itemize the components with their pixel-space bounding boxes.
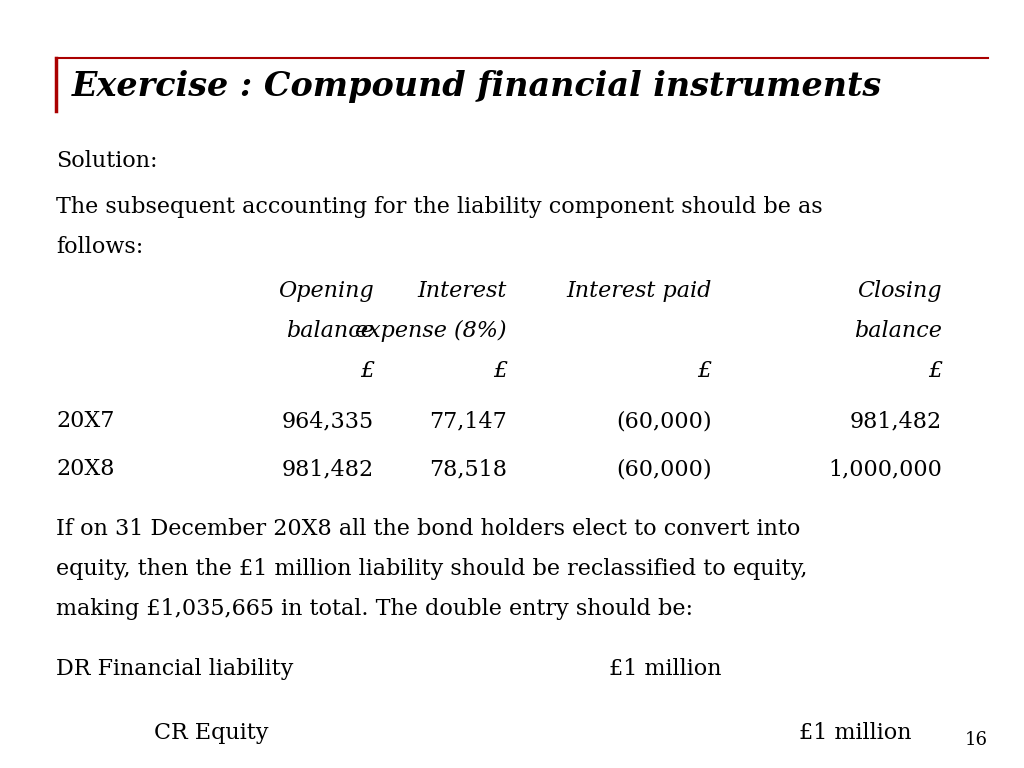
Text: balance: balance [854, 320, 942, 343]
Text: £: £ [697, 360, 712, 382]
Text: Exercise : Compound financial instruments: Exercise : Compound financial instrument… [72, 70, 882, 102]
Text: DR Financial liability: DR Financial liability [56, 657, 294, 680]
Text: The subsequent accounting for the liability component should be as: The subsequent accounting for the liabil… [56, 196, 823, 218]
Text: 981,482: 981,482 [850, 410, 942, 432]
Text: £: £ [359, 360, 374, 382]
Text: making £1,035,665 in total. The double entry should be:: making £1,035,665 in total. The double e… [56, 598, 693, 620]
Text: If on 31 December 20X8 all the bond holders elect to convert into: If on 31 December 20X8 all the bond hold… [56, 518, 801, 540]
Text: 78,518: 78,518 [429, 458, 507, 480]
Text: £: £ [493, 360, 507, 382]
Text: follows:: follows: [56, 236, 143, 258]
Text: 981,482: 981,482 [282, 458, 374, 480]
Text: (60,000): (60,000) [616, 410, 712, 432]
Text: Solution:: Solution: [56, 150, 158, 172]
Text: (60,000): (60,000) [616, 458, 712, 480]
Text: Closing: Closing [857, 280, 942, 303]
Text: £: £ [928, 360, 942, 382]
Text: 20X8: 20X8 [56, 458, 115, 480]
Text: expense (8%): expense (8%) [355, 320, 507, 343]
Text: £1 million: £1 million [609, 657, 722, 680]
Text: Opening: Opening [278, 280, 374, 303]
Text: 16: 16 [966, 731, 988, 749]
Text: 1,000,000: 1,000,000 [828, 458, 942, 480]
Text: Interest: Interest [418, 280, 507, 303]
Text: 77,147: 77,147 [429, 410, 507, 432]
Text: £1 million: £1 million [799, 722, 911, 743]
Text: equity, then the £1 million liability should be reclassified to equity,: equity, then the £1 million liability sh… [56, 558, 808, 580]
Text: 20X7: 20X7 [56, 410, 115, 432]
Text: balance: balance [286, 320, 374, 343]
Text: 964,335: 964,335 [282, 410, 374, 432]
Text: Interest paid: Interest paid [566, 280, 712, 303]
Text: CR Equity: CR Equity [154, 722, 268, 743]
